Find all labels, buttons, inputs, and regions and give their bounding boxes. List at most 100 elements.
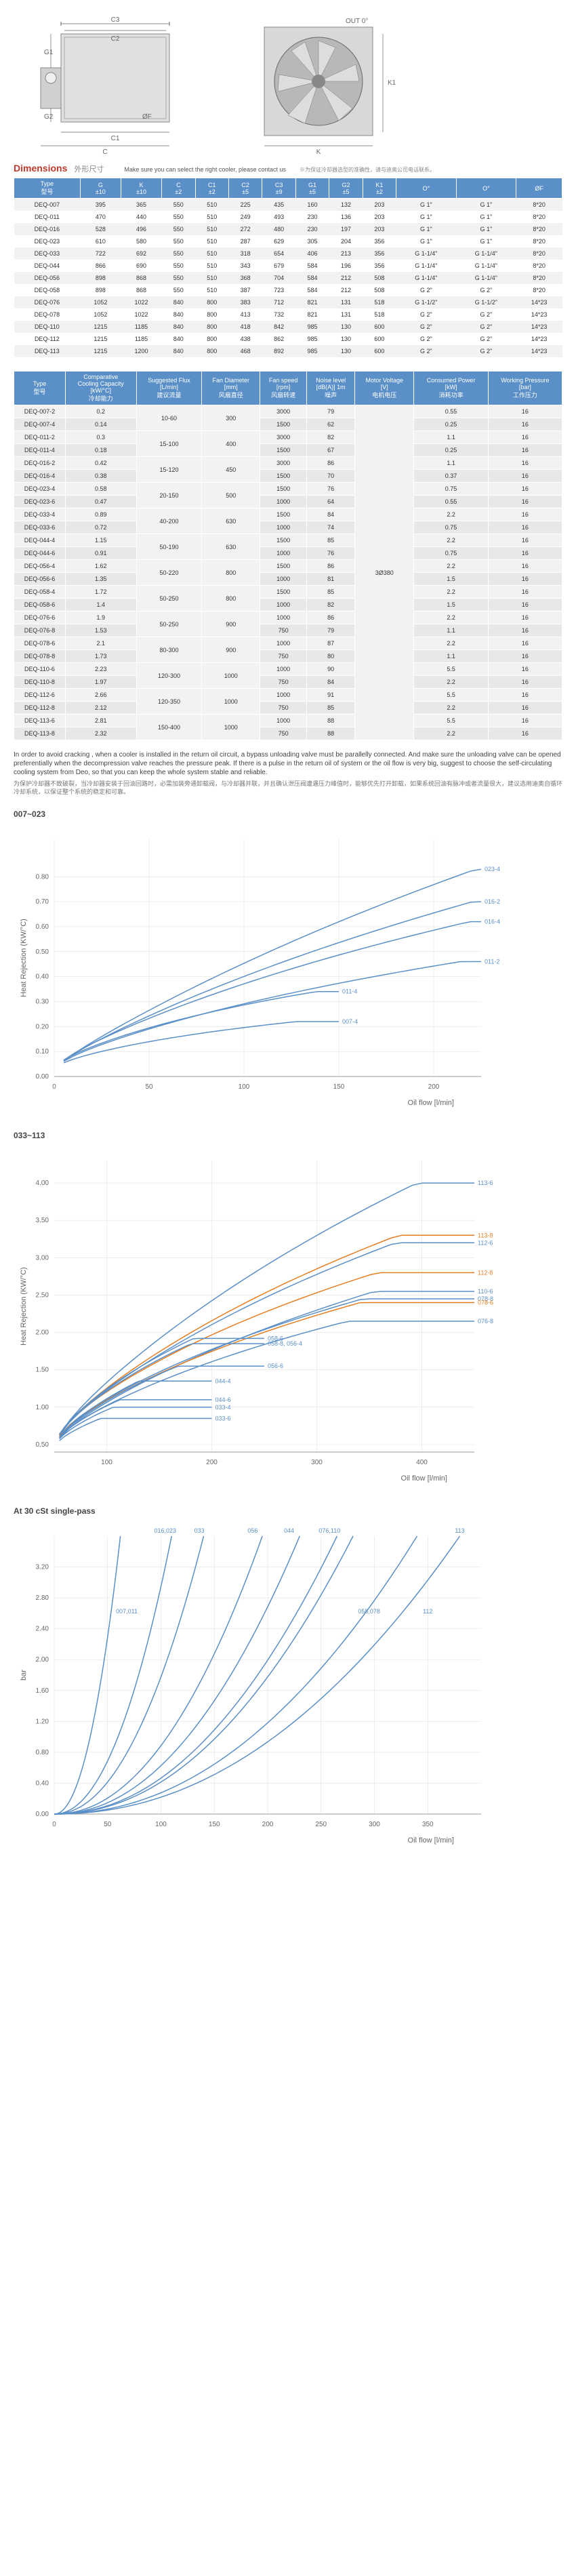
table-row: DEQ-007395365550510225435160132203G 1"G … (14, 199, 562, 212)
note-english: In order to avoid cracking , when a cool… (14, 750, 562, 777)
table-row: DEQ-058-61.41000821.516 (14, 599, 562, 611)
svg-text:076,110: 076,110 (318, 1527, 340, 1534)
dimensions-title-cn: 外形尺寸 (74, 163, 104, 174)
table-row: DEQ-044866690550510343679584196356G 1-1/… (14, 260, 562, 272)
table-header: ØF (516, 178, 562, 199)
svg-text:Heat Rejection (KW/°C): Heat Rejection (KW/°C) (20, 919, 28, 998)
svg-text:011-2: 011-2 (485, 959, 499, 965)
table-row: DEQ-011-20.315-1004003000821.116 (14, 431, 562, 444)
table-row: DEQ-07610521022840800383712821131518G 1-… (14, 296, 562, 308)
svg-text:200: 200 (428, 1083, 440, 1091)
table-row: DEQ-033722692550510318654406213356G 1-1/… (14, 247, 562, 260)
svg-text:ØF: ØF (142, 113, 152, 121)
table-row: DEQ-058-41.7250-2508001500852.216 (14, 586, 562, 599)
svg-text:250: 250 (315, 1821, 327, 1828)
svg-text:Oil flow [l/min]: Oil flow [l/min] (401, 1474, 447, 1483)
table-row: DEQ-078-81.73750801.116 (14, 650, 562, 663)
spec-table: Type型号ComparativeCooling Capacity[kW/°C]… (14, 371, 562, 740)
svg-text:2.80: 2.80 (36, 1594, 49, 1602)
table-row: DEQ-044-60.911000760.7516 (14, 547, 562, 560)
svg-text:113-8: 113-8 (478, 1232, 493, 1239)
svg-text:0.40: 0.40 (36, 973, 49, 981)
svg-text:044: 044 (284, 1527, 294, 1534)
svg-text:113: 113 (455, 1527, 464, 1534)
svg-text:C2: C2 (111, 35, 120, 43)
table-row: DEQ-056898868550510368704584212508G 1-1/… (14, 272, 562, 284)
table-row: DEQ-016-40.381500700.3716 (14, 470, 562, 483)
svg-text:150: 150 (333, 1083, 345, 1091)
table-row: DEQ-11312151200840800468892985130600G 2"… (14, 345, 562, 357)
svg-text:2.50: 2.50 (36, 1292, 49, 1300)
table-row: DEQ-078-62.180-3009001000872.216 (14, 637, 562, 650)
table-header: K±10 (121, 178, 161, 199)
svg-text:150: 150 (209, 1821, 220, 1828)
table-row: DEQ-011-40.181500670.2516 (14, 444, 562, 457)
svg-text:0.10: 0.10 (36, 1049, 49, 1056)
svg-text:0.50: 0.50 (36, 948, 49, 956)
dimensions-table: Type型号G±10K±10C±2C1±2C2±5C3±9G1±5G2±5K1±… (14, 178, 562, 357)
table-row: DEQ-056-41.6250-2208001500862.216 (14, 560, 562, 573)
table-header: Noise level[dB(A)] 1m噪声 (307, 371, 355, 405)
dimensions-title: Dimensions (14, 163, 67, 174)
table-header: Motor Voltage[V]电机电压 (355, 371, 414, 405)
table-row: DEQ-007-40.141500620.2516 (14, 418, 562, 431)
svg-text:023-4: 023-4 (485, 866, 500, 873)
chart1-title: 007~023 (14, 809, 562, 819)
svg-text:Oil flow [l/min]: Oil flow [l/min] (408, 1836, 454, 1845)
table-row: DEQ-058898868550510387723584212508G 2"G … (14, 284, 562, 296)
table-header: Type型号 (14, 371, 66, 405)
table-row: DEQ-023610580550510287629305204356G 1"G … (14, 235, 562, 247)
svg-text:G2: G2 (44, 113, 54, 121)
svg-text:Heat Rejection (KW/°C): Heat Rejection (KW/°C) (20, 1268, 28, 1346)
svg-text:2.40: 2.40 (36, 1626, 49, 1633)
table-row: DEQ-11012151185840800418842985130600G 2"… (14, 321, 562, 333)
table-header: K1±2 (363, 178, 396, 199)
table-header: C3±9 (262, 178, 295, 199)
svg-text:0.50: 0.50 (36, 1441, 49, 1449)
svg-text:3.50: 3.50 (36, 1217, 49, 1225)
svg-text:033-4: 033-4 (215, 1404, 231, 1411)
svg-text:350: 350 (422, 1821, 434, 1828)
svg-text:C1: C1 (111, 135, 120, 142)
svg-text:G1: G1 (44, 49, 54, 56)
svg-text:100: 100 (155, 1821, 167, 1828)
table-header: O° (456, 178, 516, 199)
dimensions-note-cn: ※为保证冷却器选型的准确性，请与迪奥公司电话联系。 (300, 166, 435, 174)
chart3: 0501001502002503003500.000.400.801.201.6… (14, 1523, 562, 1848)
table-header: Consumed Power[kW]消耗功率 (414, 371, 488, 405)
svg-text:110-6: 110-6 (478, 1288, 493, 1295)
svg-text:112: 112 (423, 1608, 432, 1615)
table-row: DEQ-076-61.950-2509001000862.216 (14, 611, 562, 624)
svg-text:50: 50 (145, 1083, 153, 1091)
svg-text:0.80: 0.80 (36, 874, 49, 881)
table-row: DEQ-016528496550510272480230197203G 1"G … (14, 223, 562, 235)
svg-text:011-4: 011-4 (342, 988, 357, 995)
svg-text:016-4: 016-4 (485, 919, 500, 925)
svg-text:0.70: 0.70 (36, 898, 49, 906)
svg-text:200: 200 (206, 1459, 218, 1466)
svg-text:400: 400 (416, 1459, 428, 1466)
table-header: Fan Diameter[mm]风扇直径 (202, 371, 260, 405)
table-row: DEQ-023-40.5820-1505001500760.7516 (14, 483, 562, 496)
svg-text:007-4: 007-4 (342, 1018, 358, 1025)
svg-text:076-8: 076-8 (478, 1318, 493, 1325)
table-row: DEQ-11212151185840800438862985130600G 2"… (14, 333, 562, 345)
chart3-title: At 30 cSt single-pass (14, 1506, 562, 1516)
note-chinese: 为保护冷却器不致破裂，当冷却器安装于回油回路时，必需加装旁通卸载阀，与冷却器并联… (14, 780, 562, 796)
svg-text:0.00: 0.00 (36, 1073, 49, 1081)
svg-text:100: 100 (101, 1459, 112, 1466)
table-header: G1±5 (295, 178, 329, 199)
svg-text:113-6: 113-6 (478, 1180, 493, 1186)
svg-text:1.60: 1.60 (36, 1687, 49, 1695)
svg-text:3.20: 3.20 (36, 1564, 49, 1571)
table-row: DEQ-07810521022840800413732821131518G 2"… (14, 308, 562, 321)
table-row: DEQ-016-20.4215-1204503000861.116 (14, 457, 562, 470)
svg-text:K1: K1 (388, 79, 396, 87)
table-row: DEQ-113-62.81150-40010001000885.516 (14, 715, 562, 727)
svg-text:0.80: 0.80 (36, 1749, 49, 1756)
table-row: DEQ-110-81.97750842.216 (14, 676, 562, 689)
svg-text:112-8: 112-8 (478, 1270, 493, 1276)
technical-diagrams: C3 C2 G1 G2 ØF C1 C (14, 14, 562, 156)
chart2-title: 033~113 (14, 1131, 562, 1140)
svg-text:0.60: 0.60 (36, 923, 49, 931)
